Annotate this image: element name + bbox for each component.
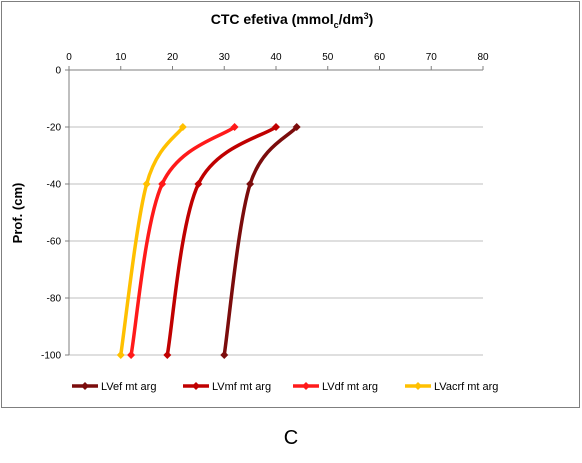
x-tick-label-4: 40 (270, 52, 282, 63)
series-line-2 (129, 125, 237, 357)
y-tick-label-4: -80 (47, 294, 62, 305)
chart-title-superscript: 3 (364, 11, 369, 21)
x-tick-label-6: 60 (374, 52, 386, 63)
chart-title-middle: /dm (339, 11, 364, 27)
y-tick-label-5: -100 (41, 351, 61, 362)
x-tick-label-3: 30 (219, 52, 231, 63)
series-line-3 (119, 125, 185, 357)
series-1-point-0 (272, 123, 280, 131)
series-2-point-2 (127, 351, 136, 359)
x-tick-label-8: 80 (477, 52, 489, 63)
grid-layer (69, 126, 483, 356)
legend-label-2: LVdf mt arg (322, 381, 378, 393)
figure-caption: C (284, 427, 298, 449)
y-tick-label-0: 0 (55, 66, 61, 77)
legend-swatch-marker-0 (81, 382, 89, 390)
legend: LVef mt arg LVmf mt arg LVdf mt arg LVacrf … (72, 381, 498, 393)
series-3-point-2 (116, 351, 125, 359)
series-0-point-0 (292, 123, 301, 131)
series-3-point-0 (178, 123, 187, 131)
legend-label-0: LVef mt arg (101, 381, 156, 393)
chart-title-subscript: c (334, 20, 339, 30)
axis-layer: 0 -20 -40 -60 -80 -100 0 10 20 30 40 50 60 70 80 (41, 52, 489, 362)
legend-label-3: LVacrf mt arg (434, 381, 498, 393)
x-tick-label-2: 20 (167, 52, 179, 63)
legend-swatch-marker-3 (414, 382, 422, 390)
x-tick-label-5: 50 (322, 52, 334, 63)
chart-title-main: CTC efetiva (mmol (211, 11, 334, 27)
x-tick-label-1: 10 (115, 52, 127, 63)
series-line-0 (222, 125, 299, 357)
legend-swatch-marker-1 (192, 382, 200, 390)
series-0-point-1 (246, 180, 255, 188)
series-layer (116, 123, 301, 359)
y-tick-label-1: -20 (47, 123, 62, 134)
series-2-point-0 (230, 123, 239, 131)
series-2-point-1 (158, 180, 167, 188)
series-1-point-1 (194, 180, 203, 188)
y-axis-label: Prof. (cm) (10, 183, 25, 244)
series-3-point-1 (142, 180, 151, 188)
chart-title-end: ) (369, 11, 374, 27)
chart-title: CTC efetiva (mmolc/dm3) (211, 11, 374, 30)
x-tick-label-0: 0 (66, 52, 72, 63)
x-tick-label-7: 70 (426, 52, 438, 63)
y-tick-label-3: -60 (47, 237, 62, 248)
y-tick-label-2: -40 (47, 180, 62, 191)
series-1-point-2 (163, 351, 172, 359)
legend-label-1: LVmf mt arg (212, 381, 271, 393)
legend-swatch-marker-2 (302, 382, 310, 390)
series-line-1 (165, 125, 278, 357)
series-0-point-2 (220, 351, 229, 359)
